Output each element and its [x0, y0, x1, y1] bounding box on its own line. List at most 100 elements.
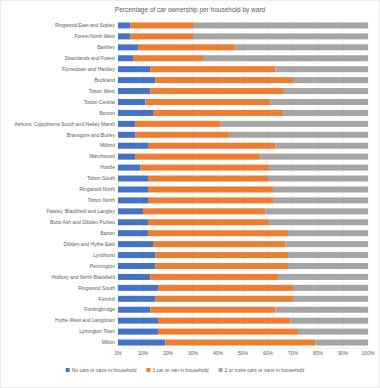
bar-segment — [148, 230, 288, 236]
bar-segment — [118, 197, 148, 203]
tick-label: 80% — [313, 350, 324, 356]
category-label: Milton — [102, 339, 116, 345]
category-label: Ringwood North — [79, 186, 115, 192]
bar-segment — [158, 285, 293, 291]
category-label: Bashley — [97, 44, 115, 50]
tick-label: 30% — [188, 350, 199, 356]
bar-segment — [293, 296, 368, 302]
tick-label: 50% — [238, 350, 249, 356]
category-label: Ringwood South — [78, 285, 115, 291]
bar-segment — [141, 165, 269, 171]
bar-segment — [138, 44, 236, 50]
chart: Percentage of car ownership per househol… — [0, 0, 380, 388]
category-label: Barton — [100, 230, 115, 236]
category-label: Buckland — [94, 77, 115, 83]
bar-segment — [143, 208, 266, 214]
bar-segment — [153, 110, 283, 116]
bar-segment — [118, 296, 156, 302]
category-label: Fordingbridge — [84, 306, 115, 312]
bar-segment — [131, 33, 194, 39]
category-label: Bransgore and Burley — [67, 132, 116, 138]
legend-label: 2 or more cars or vans in household — [225, 367, 305, 373]
bar-segment — [291, 318, 369, 324]
tick-label: 60% — [263, 350, 274, 356]
tick-label: 0% — [114, 350, 122, 356]
bar-segment — [148, 219, 268, 225]
bar-segment — [293, 77, 368, 83]
bar-segment — [118, 99, 146, 105]
bar-segment — [273, 197, 368, 203]
category-label: Marchwood — [89, 153, 115, 159]
bar-segment — [276, 307, 369, 313]
category-label: Lyndhurst — [93, 252, 115, 258]
category-label: Hordle — [100, 164, 115, 170]
bar-segment — [158, 318, 291, 324]
bar-segment — [118, 274, 151, 280]
category-label: Forest North West — [75, 33, 116, 39]
category-label: Butts Ash and Dibden Purlieu — [50, 219, 115, 225]
bar-segment — [268, 165, 368, 171]
legend-label: No cars or vans in household — [72, 367, 137, 373]
legend-swatch — [219, 368, 223, 372]
bar-segment — [118, 66, 151, 72]
legend-swatch — [66, 368, 70, 372]
bar-segment — [118, 22, 131, 28]
bar-segment — [283, 110, 368, 116]
bar-segment — [288, 230, 368, 236]
bar-segment — [118, 165, 141, 171]
bar-segment — [151, 66, 276, 72]
bar-segment — [261, 154, 369, 160]
bar-segment — [273, 186, 368, 192]
bar-segment — [193, 22, 368, 28]
category-label: Lymington Town — [79, 328, 115, 334]
category-label: Totton North — [88, 197, 115, 203]
bar-segment — [278, 274, 368, 280]
bar-segment — [133, 55, 203, 61]
category-label: Downlands and Forest — [65, 55, 116, 61]
bar-segment — [286, 241, 369, 247]
bar-segment — [118, 208, 143, 214]
bar-segment — [118, 143, 148, 149]
bar-segment — [136, 121, 221, 127]
category-label: Totton Central — [84, 99, 115, 105]
bar-segment — [228, 132, 368, 138]
bar-segment — [136, 132, 229, 138]
bar-segment — [276, 143, 369, 149]
legend-swatch — [146, 368, 150, 372]
bar-segment — [118, 110, 153, 116]
bar-segment — [148, 143, 276, 149]
bar-segment — [118, 252, 156, 258]
bar-segment — [118, 307, 151, 313]
bar-segment — [118, 285, 158, 291]
bar-segment — [153, 241, 286, 247]
bar-segment — [118, 77, 156, 83]
bar-segment — [148, 186, 273, 192]
bar-segment — [166, 340, 316, 346]
bar-segment — [268, 176, 368, 182]
bar-segment — [146, 99, 271, 105]
tick-label: 40% — [213, 350, 224, 356]
tick-label: 20% — [163, 350, 174, 356]
category-label: Holbury and North Blackfield — [52, 274, 116, 280]
legend-label: 1 car or van in household — [152, 367, 208, 373]
tick-label: 10% — [138, 350, 149, 356]
bar-segment — [151, 88, 284, 94]
bar-segment — [293, 285, 368, 291]
bar-segment — [118, 121, 136, 127]
bar-segment — [298, 329, 368, 335]
bar-segment — [203, 55, 368, 61]
category-label: Fernhill — [99, 296, 115, 302]
bar-segment — [271, 99, 369, 105]
x-axis — [118, 348, 368, 349]
category-label: Totton South — [87, 175, 115, 181]
bar-segment — [118, 33, 131, 39]
category-label: Dibden and Hythe East — [64, 241, 116, 247]
category-label: Becton — [99, 110, 115, 116]
background — [0, 0, 380, 388]
bar-segment — [151, 274, 279, 280]
bar-segment — [131, 22, 194, 28]
bar-segment — [118, 132, 136, 138]
bar-segment — [136, 154, 261, 160]
legend: No cars or vans in household 1 car or van… — [66, 367, 305, 373]
bar-segment — [288, 252, 368, 258]
